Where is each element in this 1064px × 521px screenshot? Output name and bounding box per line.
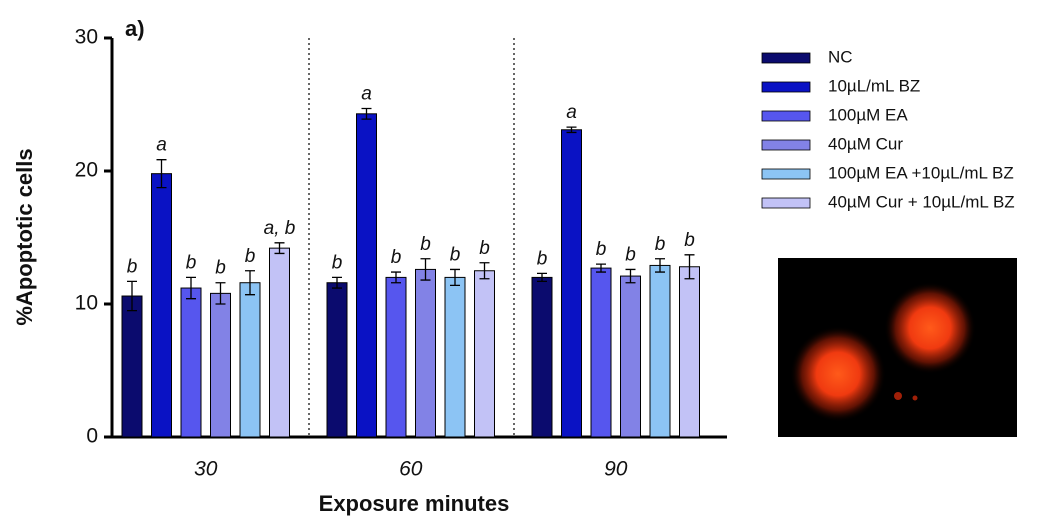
x-tick-label: 30	[194, 458, 218, 481]
significance-letter: b	[215, 258, 226, 279]
significance-letter: b	[127, 256, 138, 277]
significance-letter: b	[450, 244, 461, 265]
legend-swatch	[761, 110, 811, 122]
error-bar	[420, 258, 431, 281]
bar	[444, 276, 466, 438]
y-tick-label: 20	[75, 159, 98, 182]
error-bar	[655, 258, 665, 273]
y-tick-label: 0	[86, 425, 98, 448]
bar	[620, 275, 641, 438]
error-bar	[127, 280, 137, 312]
bar	[590, 267, 612, 438]
significance-letter: b	[625, 244, 636, 265]
error-bar	[684, 254, 695, 280]
error-bar	[245, 270, 255, 296]
legend-label: 40µM Cur + 10µL/mL BZ	[828, 192, 1015, 211]
legend-label: 40µM Cur	[828, 134, 903, 153]
bar	[269, 247, 290, 438]
error-bar	[625, 268, 636, 284]
significance-letter: b	[596, 239, 607, 260]
error-bar	[215, 282, 226, 305]
bar	[679, 266, 700, 438]
bar	[385, 276, 407, 438]
error-bar	[479, 262, 490, 280]
bar	[121, 295, 143, 438]
error-bar	[361, 107, 372, 120]
error-bar	[450, 268, 460, 287]
significance-letter: a	[361, 84, 372, 105]
y-tick-label: 10	[75, 292, 98, 315]
legend-label: 10µL/mL BZ	[828, 76, 920, 95]
panel-label: a)	[125, 16, 145, 41]
x-axis-label: Exposure minutes	[319, 491, 510, 516]
error-bar	[566, 126, 577, 134]
bar	[474, 270, 495, 438]
bar	[531, 276, 553, 438]
bar	[210, 292, 231, 438]
bar	[561, 129, 582, 438]
bar	[151, 173, 172, 438]
micrograph	[778, 258, 1017, 437]
bar	[415, 268, 436, 438]
error-bar	[537, 272, 547, 283]
significance-letter: a	[566, 102, 577, 123]
error-bar	[596, 263, 606, 273]
legend-swatch	[761, 168, 811, 180]
legend-swatch	[761, 197, 811, 209]
bar	[356, 113, 377, 438]
x-tick-label: 60	[399, 458, 423, 481]
error-bar	[274, 242, 285, 255]
legend-swatch	[761, 52, 811, 64]
y-tick-label: 30	[75, 26, 98, 49]
bar	[180, 287, 202, 438]
error-bar	[391, 271, 401, 284]
significance-letter: a	[156, 135, 167, 156]
x-tick-label: 90	[604, 458, 628, 481]
error-bar	[156, 159, 167, 189]
significance-letter: b	[332, 252, 343, 273]
legend-label: 100µM EA +10µL/mL BZ	[828, 163, 1014, 182]
bar	[326, 282, 348, 438]
legend-swatch	[761, 139, 811, 151]
significance-letter: b	[655, 234, 666, 255]
significance-letter: b	[479, 238, 490, 259]
legend-label: NC	[828, 47, 853, 66]
bar	[239, 282, 261, 438]
y-axis-label: %Apoptotic cells	[12, 148, 37, 325]
bar	[649, 264, 671, 438]
significance-letter: b	[420, 234, 431, 255]
legend-label: 100µM EA	[828, 105, 908, 124]
significance-letter: a, b	[264, 218, 296, 239]
significance-letter: b	[537, 248, 548, 269]
significance-letter: b	[391, 247, 402, 268]
significance-letter: b	[186, 252, 197, 273]
error-bar	[186, 276, 196, 300]
significance-letter: b	[245, 246, 256, 267]
significance-letter: b	[684, 230, 695, 251]
error-bar	[332, 276, 342, 289]
legend-swatch	[761, 81, 811, 93]
